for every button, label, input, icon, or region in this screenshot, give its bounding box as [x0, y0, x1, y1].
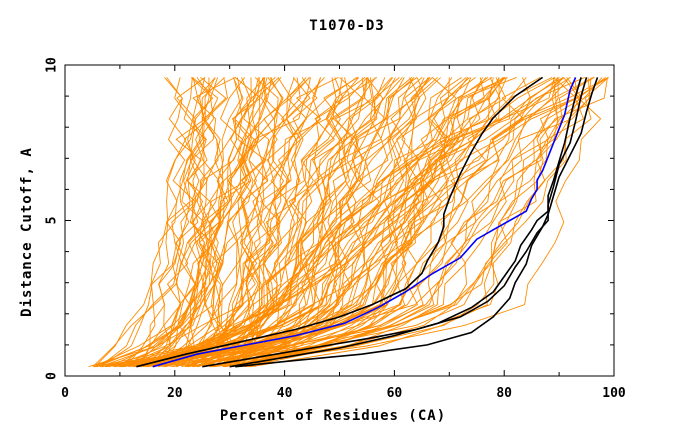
background-model-line: [238, 77, 484, 368]
background-model-line: [119, 76, 517, 368]
background-model-line: [145, 77, 472, 368]
background-model-line: [93, 77, 577, 368]
background-model-line: [93, 77, 325, 368]
background-model-line: [119, 77, 595, 368]
background-model-line: [163, 77, 485, 368]
background-model-line: [120, 77, 556, 368]
y-axis-title: Distance Cutoff, A: [19, 147, 35, 317]
background-model-line: [144, 77, 243, 368]
background-model-line: [181, 77, 493, 368]
background-model-line: [211, 77, 505, 368]
highlight-model-line: [136, 76, 544, 368]
chart-title: T1070-D3: [309, 18, 384, 34]
x-tick-label: 60: [387, 386, 403, 401]
background-model-line: [134, 77, 403, 368]
background-model-line: [148, 77, 213, 368]
background-model-line: [239, 77, 266, 367]
x-tick-label: 80: [496, 386, 512, 401]
background-model-line: [239, 77, 350, 368]
background-model-line: [99, 76, 236, 368]
background-model-line: [210, 77, 469, 368]
background-model-line: [144, 77, 392, 368]
background-model-line: [210, 77, 603, 368]
highlight-model-line: [202, 77, 588, 368]
background-model-line: [191, 77, 267, 367]
highlight-model-line: [235, 77, 599, 368]
background-model-line: [138, 76, 553, 368]
background-model-line: [247, 77, 541, 368]
axis-ticks: 0 20 40 60 80 100 0 5 10: [45, 57, 626, 401]
background-model-line: [118, 77, 295, 368]
background-model-line: [92, 77, 260, 368]
background-model-line: [199, 77, 243, 367]
background-model-line: [174, 77, 343, 368]
y-tick-label: 0: [45, 372, 60, 380]
x-tick-label: 0: [61, 386, 69, 401]
background-model-line: [192, 77, 308, 368]
background-model-line: [139, 77, 216, 367]
background-model-line: [114, 77, 476, 368]
background-model-line: [240, 77, 279, 367]
background-model-line: [164, 77, 196, 367]
background-model-line: [93, 77, 280, 368]
background-model-line: [152, 77, 311, 368]
background-model-line: [231, 77, 405, 368]
highlighted-models: [136, 76, 599, 368]
background-model-line: [154, 77, 283, 368]
background-model-line: [157, 77, 487, 368]
background-model-line: [114, 77, 609, 368]
background-model-line: [88, 77, 273, 368]
background-model-line: [203, 77, 500, 368]
background-model-line: [122, 77, 265, 368]
background-model-line: [94, 77, 609, 368]
background-model-line: [108, 77, 246, 368]
background-model-line: [135, 77, 360, 368]
background-model-line: [187, 77, 571, 368]
background-model-line: [226, 77, 311, 368]
background-model-line: [230, 77, 418, 368]
x-tick-label: 100: [602, 386, 626, 401]
background-model-line: [133, 77, 311, 368]
background-model-line: [235, 77, 527, 368]
background-model-line: [101, 77, 457, 368]
x-axis-title: Percent of Residues (CA): [220, 408, 446, 424]
background-model-line: [222, 77, 559, 368]
background-model-line: [236, 76, 586, 368]
y-tick-label: 10: [45, 57, 60, 73]
background-model-line: [185, 77, 578, 368]
highlight-model-line: [229, 77, 582, 368]
background-model-line: [99, 77, 206, 368]
background-model-line: [184, 77, 378, 368]
background-model-line: [196, 77, 400, 368]
background-model-line: [144, 77, 378, 368]
background-model-line: [154, 77, 438, 368]
background-model-line: [224, 77, 421, 368]
y-tick-label: 5: [45, 217, 60, 225]
best-model-line: [152, 77, 577, 368]
background-model-line: [157, 77, 423, 368]
background-model-line: [183, 77, 237, 367]
x-tick-label: 40: [277, 386, 293, 401]
x-tick-label: 20: [167, 386, 183, 401]
background-model-line: [151, 77, 608, 368]
background-model-line: [193, 77, 285, 368]
background-model-line: [212, 77, 606, 368]
background-model-line: [176, 77, 301, 368]
background-model-line: [148, 77, 284, 368]
